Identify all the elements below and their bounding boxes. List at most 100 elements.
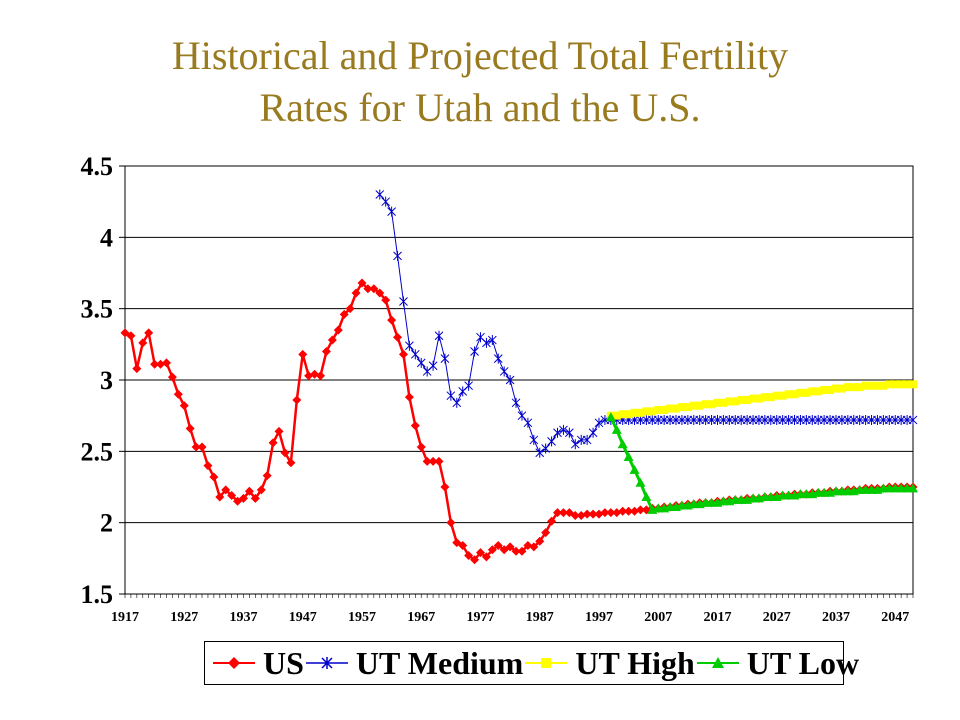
data-point-ut-high <box>867 381 876 390</box>
x-tick-label: 1967 <box>407 610 435 625</box>
legend-label-ut-high: UT High <box>575 644 695 681</box>
x-tick-label: 1987 <box>526 610 554 625</box>
data-point-ut-high <box>885 380 894 389</box>
data-point-us <box>268 438 278 448</box>
legend-item-ut-high: UT High <box>523 644 695 682</box>
data-point-ut-high <box>689 401 698 410</box>
data-point-ut-high <box>695 401 704 410</box>
data-point-ut-high <box>796 388 805 397</box>
data-point-us <box>339 309 349 319</box>
data-point-us <box>570 511 580 521</box>
data-point-us <box>547 516 557 526</box>
data-point-us <box>150 359 160 369</box>
data-point-us <box>487 545 497 555</box>
data-point-ut-high <box>624 410 633 419</box>
data-point-ut-medium <box>399 296 408 307</box>
data-point-ut-high <box>636 408 645 417</box>
data-point-us <box>250 493 260 503</box>
data-point-us <box>256 485 266 495</box>
x-tick-label: 1947 <box>289 610 317 625</box>
x-tick-label: 1917 <box>111 610 139 625</box>
data-point-us <box>606 508 616 518</box>
data-point-us <box>558 508 568 518</box>
x-tick-label: 2007 <box>644 610 672 625</box>
data-point-us <box>215 492 225 502</box>
chart-legend: US UT Medium UT High UT Low <box>204 641 859 685</box>
data-point-ut-medium <box>405 340 414 351</box>
data-point-us <box>529 542 539 552</box>
data-point-us <box>582 509 592 519</box>
data-point-us <box>600 508 610 518</box>
data-point-us <box>422 456 432 466</box>
y-tick-label: 2 <box>100 509 113 538</box>
x-tick-label: 2027 <box>763 610 791 625</box>
data-point-us <box>363 284 373 294</box>
data-point-ut-medium <box>588 427 598 438</box>
fertility-line-chart: 1.5 2 2.5 3 3.5 4 4.5 1917 1927 1937 1947 1957 1967 1… <box>81 152 918 625</box>
data-point-ut-high <box>814 387 823 396</box>
data-point-ut-high <box>672 404 681 413</box>
legend-ut-high-marker-icon <box>525 658 568 668</box>
data-point-us <box>357 278 367 288</box>
data-point-ut-medium <box>517 410 527 421</box>
data-point-us <box>393 332 403 342</box>
data-point-us <box>535 536 545 546</box>
series-ut-high <box>606 380 917 420</box>
data-point-ut-high <box>683 403 692 412</box>
data-point-us <box>517 546 527 556</box>
data-point-ut-medium <box>565 427 574 438</box>
data-point-us <box>541 528 551 538</box>
legend-label-ut-low: UT Low <box>746 644 860 681</box>
data-point-ut-high <box>831 384 840 393</box>
data-point-ut-high <box>707 400 716 409</box>
data-point-ut-medium <box>393 250 402 261</box>
data-point-ut-medium <box>553 427 562 438</box>
data-point-ut-medium <box>511 397 521 408</box>
data-point-us <box>345 304 355 314</box>
data-point-ut-high <box>648 407 657 416</box>
data-point-ut-medium <box>387 206 396 217</box>
data-point-ut-high <box>843 383 852 392</box>
data-point-ut-high <box>826 385 835 394</box>
data-point-us <box>511 546 521 556</box>
data-point-ut-high <box>612 411 621 420</box>
y-tick-label: 2.5 <box>81 437 114 466</box>
data-point-ut-high <box>903 380 912 389</box>
data-point-ut-high <box>713 398 722 407</box>
y-tick-label: 3.5 <box>81 295 114 324</box>
data-point-ut-high <box>802 388 811 397</box>
data-point-ut-high <box>719 398 728 407</box>
data-point-us <box>316 371 326 381</box>
data-point-us <box>404 392 414 402</box>
data-point-ut-high <box>808 387 817 396</box>
data-point-ut-high <box>731 397 740 406</box>
data-point-ut-high <box>618 410 627 419</box>
data-point-ut-medium <box>529 434 539 445</box>
data-point-us <box>221 485 231 495</box>
series-ut-medium <box>375 189 918 458</box>
y-tick-label: 4 <box>100 223 113 252</box>
data-point-ut-medium <box>541 443 551 454</box>
data-point-ut-high <box>879 381 888 390</box>
data-point-ut-medium <box>908 414 918 425</box>
data-point-ut-medium <box>381 196 391 207</box>
data-point-ut-medium <box>422 366 432 377</box>
data-point-ut-high <box>630 408 639 417</box>
data-point-ut-medium <box>505 375 515 385</box>
data-point-ut-medium <box>464 380 473 391</box>
x-tick-label: 1997 <box>585 610 613 625</box>
data-point-us <box>381 295 391 305</box>
data-point-ut-medium <box>428 360 438 371</box>
data-point-us <box>464 550 474 560</box>
data-point-us <box>410 421 420 431</box>
data-point-ut-medium <box>535 447 545 458</box>
data-point-ut-low <box>611 424 622 434</box>
data-point-ut-high <box>837 384 846 393</box>
legend-label-ut-medium: UT Medium <box>355 644 524 681</box>
data-point-ut-high <box>654 405 663 414</box>
x-tick-label: 1927 <box>170 610 198 625</box>
data-point-ut-medium <box>440 353 450 364</box>
data-point-us <box>197 442 207 452</box>
x-tick-label: 1937 <box>229 610 257 625</box>
data-point-us <box>327 335 337 345</box>
